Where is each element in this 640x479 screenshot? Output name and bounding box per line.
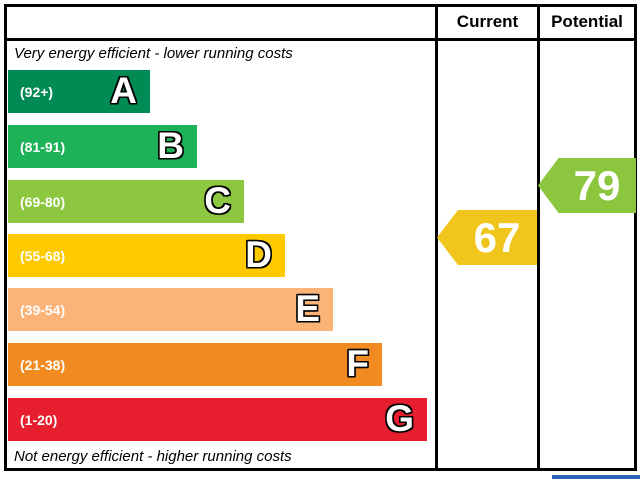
- current-column-header: Current: [456, 12, 519, 31]
- potential-column-divider: [537, 7, 540, 468]
- rating-band-e: (39-54) E: [8, 288, 333, 331]
- rating-band-a: (92+) A: [8, 70, 150, 113]
- header-separator: [7, 38, 634, 41]
- bottom-caption: Not energy efficient - higher running co…: [14, 448, 292, 465]
- rating-band-g: (1-20) G: [8, 398, 427, 441]
- current-rating-arrow: 67: [437, 210, 537, 265]
- rating-band-c: (69-80) C: [8, 180, 244, 223]
- potential-rating-value: 79: [573, 162, 621, 209]
- band-letter: C: [204, 180, 231, 221]
- potential-rating-arrow: 79: [538, 158, 636, 213]
- band-range-label: (21-38): [20, 356, 66, 373]
- band-range-label: (81-91): [20, 138, 66, 155]
- rating-band-b: (81-91) B: [8, 125, 197, 168]
- band-range-label: (39-54): [20, 301, 66, 318]
- band-letter: D: [245, 234, 272, 275]
- band-range-label: (92+): [20, 83, 54, 100]
- band-letter: F: [346, 343, 369, 384]
- current-rating-value: 67: [473, 214, 521, 261]
- band-letter: A: [110, 70, 137, 111]
- chart-table: Current Potential Very energy efficient …: [4, 4, 637, 471]
- rating-band-f: (21-38) F: [8, 343, 382, 386]
- top-caption: Very energy efficient - lower running co…: [14, 45, 293, 62]
- band-range-label: (1-20): [20, 411, 58, 428]
- current-column-divider: [435, 7, 438, 468]
- potential-column-header: Potential: [551, 12, 623, 31]
- band-letter: B: [157, 125, 184, 166]
- next-section-top-edge: [552, 475, 640, 479]
- band-range-label: (55-68): [20, 247, 66, 264]
- band-letter: E: [295, 288, 320, 329]
- band-letter: G: [385, 398, 414, 439]
- rating-band-d: (55-68) D: [8, 234, 285, 277]
- band-range-label: (69-80): [20, 193, 66, 210]
